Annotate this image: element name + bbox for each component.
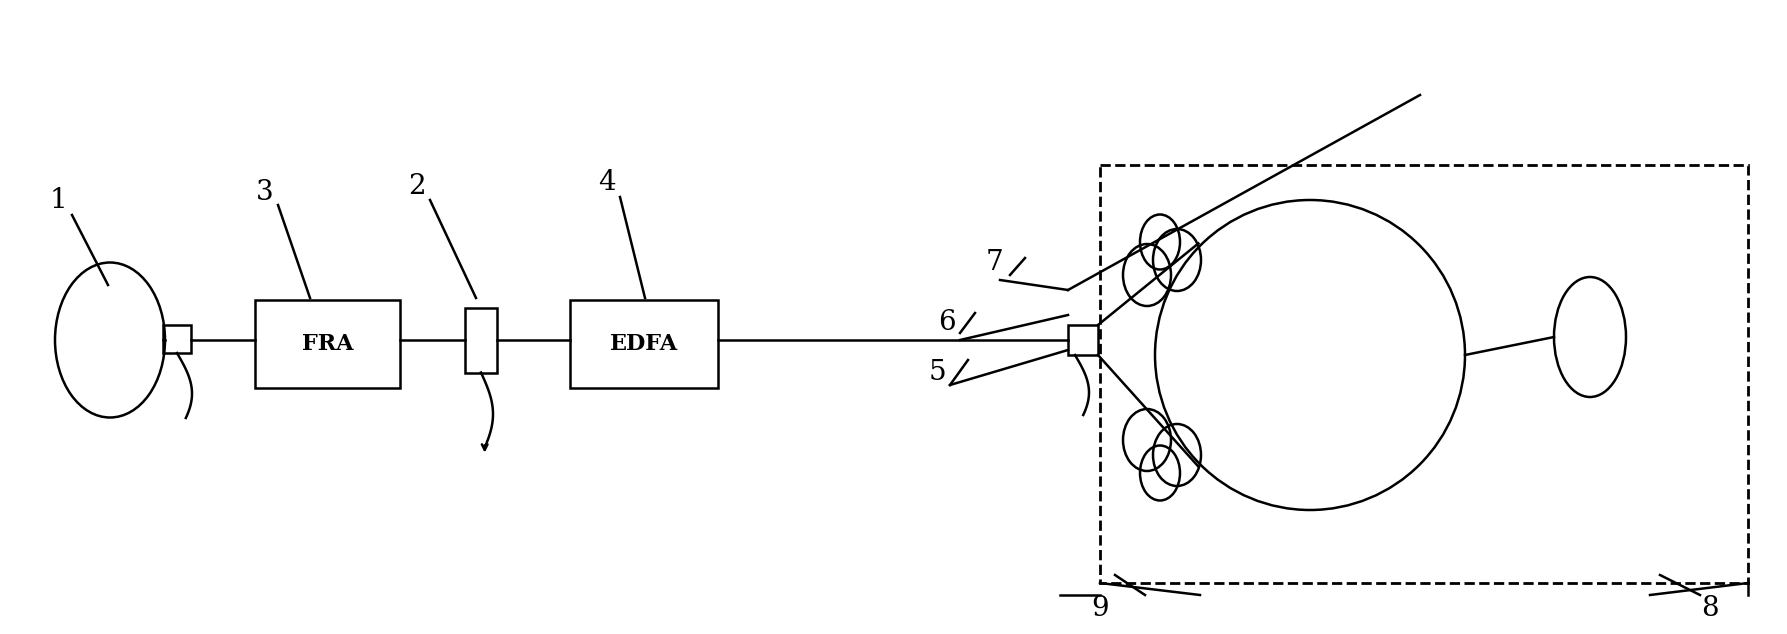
- Text: 6: 6: [938, 309, 956, 335]
- Text: 7: 7: [986, 250, 1004, 276]
- Text: 9: 9: [1092, 595, 1108, 621]
- Bar: [465, 307, 497, 373]
- Bar: [1101, 165, 1748, 583]
- Text: 1: 1: [48, 186, 66, 214]
- Text: 4: 4: [599, 169, 617, 197]
- Bar: [256, 300, 400, 388]
- Text: 3: 3: [256, 179, 273, 205]
- Bar: [1069, 325, 1097, 355]
- Text: FRA: FRA: [302, 333, 354, 355]
- Text: EDFA: EDFA: [609, 333, 677, 355]
- Text: 8: 8: [1701, 595, 1719, 621]
- Text: 2: 2: [407, 174, 425, 200]
- Text: 5: 5: [927, 359, 945, 387]
- Bar: [570, 300, 718, 388]
- Bar: [163, 325, 191, 353]
